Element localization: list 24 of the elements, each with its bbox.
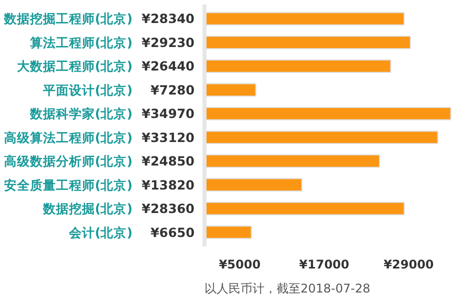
y-tick-label: 数据挖掘(北京) [42,201,133,216]
y-tick-label: 安全质量工程师(北京) [4,177,133,192]
data-label: ¥7280 [150,82,195,98]
x-tick-label: ¥5000 [218,258,261,272]
text: 以人民币计，截至2018-07-28 [204,282,370,296]
y-tick-label: 数据科学家(北京) [28,106,133,122]
data-label: ¥29230 [142,34,195,50]
data-label: ¥26440 [142,58,195,74]
y-tick-label: 平面设计(北京) [42,82,133,98]
x-tick-label: ¥17000 [299,258,350,272]
x-tick-label: ¥29000 [384,258,434,272]
y-tick-label: 数据挖掘工程师(北京) [2,11,133,26]
y-tick-label: 高级算法工程师(北京) [4,130,133,145]
data-label: ¥13820 [142,177,195,192]
y-tick-label: 大数据工程师(北京) [16,58,133,74]
y-tick-label: 高级数据分析师(北京) [4,154,133,169]
data-label: ¥24850 [142,154,195,169]
data-label: ¥33120 [142,130,195,145]
y-tick-label: 算法工程师(北京) [28,34,133,50]
data-label: ¥6650 [150,224,195,240]
data-label: ¥28340 [142,11,195,26]
data-label: ¥34970 [142,106,195,122]
data-label: ¥28360 [142,201,195,216]
y-tick-label: 会计(北京) [68,224,133,240]
